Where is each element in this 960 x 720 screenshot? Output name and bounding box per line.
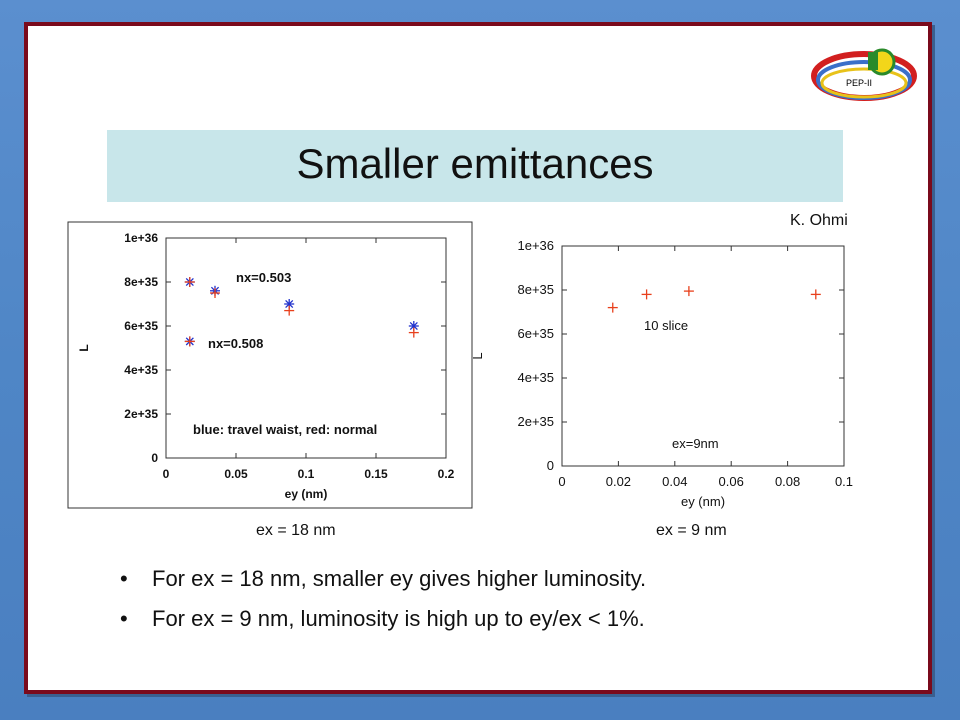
y-tick-label: 4e+35: [517, 370, 554, 385]
chart-annotation: blue: travel waist, red: normal: [193, 422, 377, 437]
y-tick-label: 0: [151, 451, 158, 465]
y-axis-label: L: [470, 352, 485, 359]
y-tick-label: 6e+35: [124, 319, 158, 333]
y-tick-label: 2e+35: [517, 414, 554, 429]
y-tick-label: 4e+35: [124, 363, 158, 377]
plot-area: [561, 245, 845, 467]
chart-annotation: nx=0.503: [236, 270, 291, 285]
y-tick-label: 0: [547, 458, 554, 473]
plus-marker: [284, 305, 295, 316]
x-tick-label: 0.1: [835, 474, 853, 489]
plus-marker: [810, 289, 821, 300]
x-tick-label: 0: [558, 474, 565, 489]
x-tick-label: 0.06: [719, 474, 744, 489]
bullet-text: For ex = 9 nm, luminosity is high up to …: [152, 606, 645, 631]
x-tick-label: 0.02: [606, 474, 631, 489]
plus-marker: [641, 289, 652, 300]
slide: PEP-II Smaller emittances K. Ohmi 0 0.05 0…: [24, 22, 932, 694]
y-tick-label: 1e+36: [517, 238, 554, 253]
bullet-dot-icon: •: [120, 606, 128, 631]
plus-marker: [184, 277, 195, 287]
bullet-list: • For ex = 18 nm, smaller ey gives higher…: [118, 564, 646, 644]
y-tick-label: 1e+36: [124, 231, 158, 245]
x-axis-label: ey (nm): [681, 494, 725, 509]
author-credit: K. Ohmi: [790, 212, 848, 229]
left-chart-caption: ex = 18 nm: [256, 522, 336, 539]
asterisk-marker: [284, 299, 295, 309]
y-tick-label: 2e+35: [124, 407, 158, 421]
chart-annotation: ex=9nm: [672, 436, 719, 451]
title-band: Smaller emittances: [107, 130, 843, 202]
x-tick-label: 0.08: [775, 474, 800, 489]
plus-marker: [408, 327, 419, 338]
plus-marker: [184, 336, 195, 347]
left-chart: 0 0.05 0.1 0.15 0.2 0 2e+35 4e+35 6e+35 8e+35 1e+3…: [66, 216, 476, 512]
slide-title: Smaller emittances: [296, 140, 654, 187]
right-chart: 0 0.02 0.04 0.06 0.08 0.1 0 2e+35 4e+35 6e+35 8e+3…: [468, 226, 888, 522]
right-chart-svg: 0 0.02 0.04 0.06 0.08 0.1 0 2e+35 4e+35 6e+35 8e+3…: [470, 238, 853, 509]
x-tick-label: 0.04: [662, 474, 687, 489]
x-tick-label: 0: [163, 467, 170, 481]
chart-annotation: nx=0.508: [208, 336, 263, 351]
marker-stroke: [409, 321, 418, 331]
chart-annotation: 10 slice: [644, 318, 688, 333]
marker-stroke: [285, 299, 294, 309]
pep-ii-logo: PEP-II: [806, 38, 926, 112]
plus-marker: [683, 286, 694, 297]
x-tick-label: 0.1: [298, 467, 315, 481]
right-chart-caption: ex = 9 nm: [656, 522, 727, 539]
chart-frame: [67, 221, 473, 509]
y-tick-label: 8e+35: [124, 275, 158, 289]
x-tick-label: 0.05: [224, 467, 248, 481]
bullet-item: • For ex = 18 nm, smaller ey gives higher…: [118, 564, 646, 604]
logo-text: PEP-II: [846, 78, 872, 88]
left-chart-svg: 0 0.05 0.1 0.15 0.2 0 2e+35 4e+35 6e+35 8e+35 1e+3…: [67, 221, 473, 509]
y-tick-label: 6e+35: [517, 326, 554, 341]
x-tick-label: 0.15: [364, 467, 388, 481]
y-axis-label: L: [77, 344, 91, 351]
bullet-item: • For ex = 9 nm, luminosity is high up to…: [118, 604, 646, 644]
plus-marker: [607, 302, 618, 313]
x-tick-label: 0.2: [438, 467, 455, 481]
plus-marker: [210, 288, 220, 298]
x-axis-label: ey (nm): [285, 487, 328, 501]
y-tick-label: 8e+35: [517, 282, 554, 297]
bullet-text: For ex = 18 nm, smaller ey gives higher …: [152, 566, 647, 591]
bullet-dot-icon: •: [120, 566, 128, 591]
